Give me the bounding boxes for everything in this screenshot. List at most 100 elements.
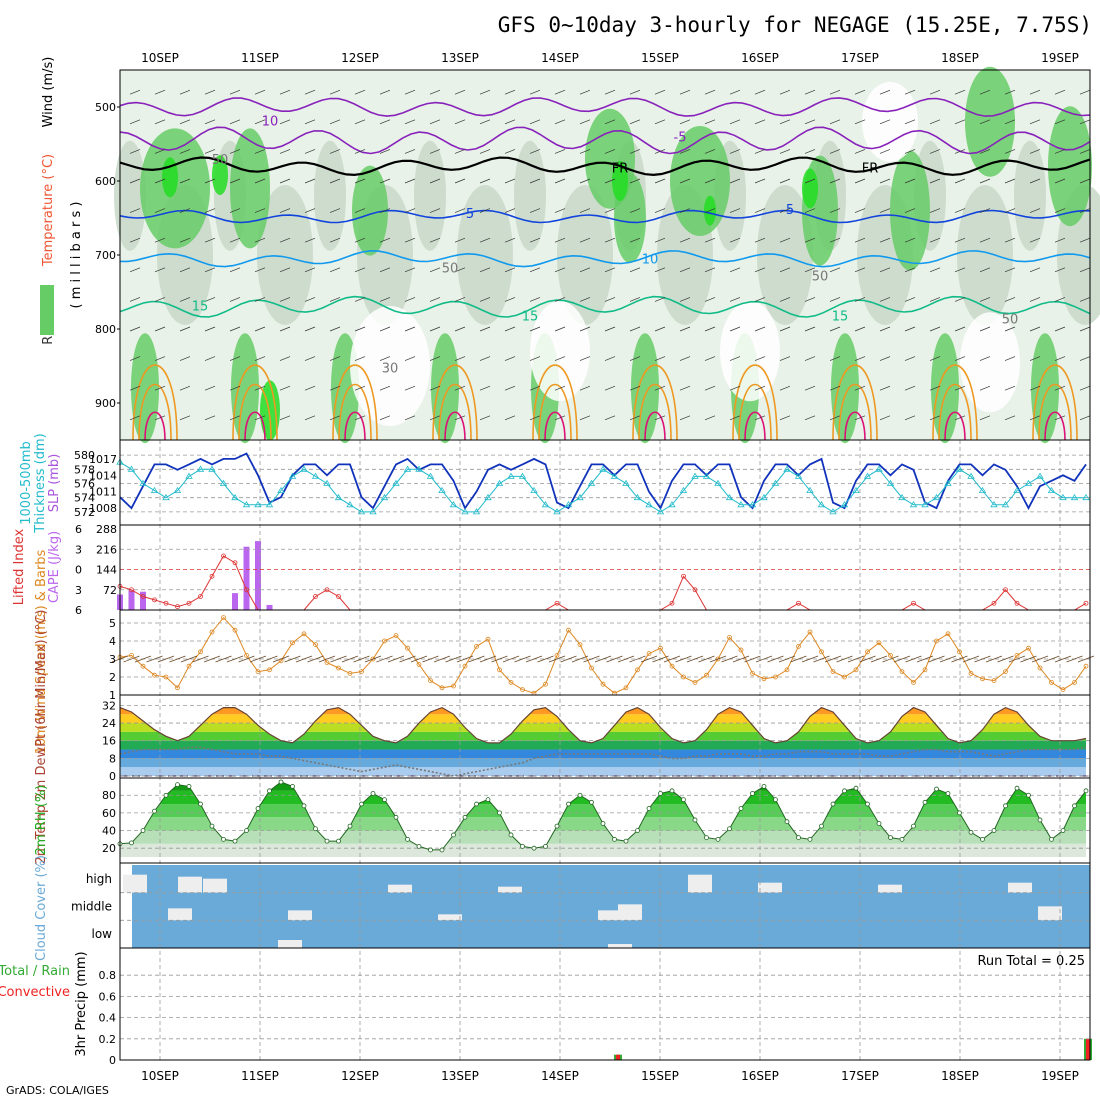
cape-bar [266,604,273,610]
upper-wind-barb [929,356,941,361]
wind-speed-marker [876,640,882,646]
upper-wind-barb [754,267,766,273]
cape-bar [243,546,250,610]
upper-wind-barb [729,326,741,332]
upper-wind-barb [779,356,791,361]
rh-marker [727,826,732,832]
thickness-marker [702,472,711,479]
upper-wind-barb [929,415,941,421]
upper-wind-barb [504,208,516,213]
wind-speed-marker [957,649,962,655]
upper-wind-barb [304,178,316,184]
rh-marker [968,829,974,835]
top-date-label: 15SEP [641,51,679,65]
cloud-gap [608,944,632,948]
surface-wind-barb [215,655,232,663]
surface-wind-barb [456,655,474,663]
upper-wind-barb [454,415,466,421]
upper-wind-barb [479,297,491,302]
thickness-marker [748,501,757,508]
boundary-layer-contour [738,383,772,441]
upper-wind-barb [804,208,816,213]
panel-frame-precip [119,947,1091,1061]
thickness-marker [449,501,458,508]
upper-wind-barb [154,415,166,421]
upper-wind-barb [154,178,166,184]
upper-wind-barb [354,326,366,332]
upper-wind-barb [929,149,941,154]
upper-wind-barb [454,237,466,243]
upper-wind-barb [629,267,641,273]
thickness-marker [334,493,343,501]
lifted-index-marker [186,600,192,606]
wind-speed-marker [508,680,514,685]
upper-wind-barb [604,178,616,184]
upper-wind-barb [829,178,841,184]
upper-wind-barb [654,297,666,302]
upper-wind-barb [429,149,441,154]
thickness-marker [392,479,400,486]
cloud-gap [203,878,227,893]
upper-wind-barb [1029,356,1041,361]
cloud-gap [438,914,462,921]
upper-wind-barb [679,297,691,302]
upper-wind-barb [629,326,641,332]
upper-wind-barb [129,267,141,273]
surface-wind-barb [755,655,773,663]
rh-contour-region [831,333,859,444]
upper-wind-barb [904,267,916,273]
upper-wind-barb [954,149,966,154]
precip-tick-label: 0.2 [99,1033,117,1046]
rh-marker [876,821,882,826]
chart-title: GFS 0~10day 3-hourly for NEGAGE (15.25E,… [498,13,1092,37]
upper-wind-barb [879,149,891,154]
upper-wind-barb [754,149,766,154]
upper-wind-barb [554,208,566,213]
temp-color-band [120,767,1086,776]
upper-wind-barb [854,326,866,332]
upper-wind-barb [904,89,916,95]
upper-wind-barb [279,385,291,391]
upper-wind-barb [379,178,391,184]
upper-wind-barb [654,178,666,184]
upper-wind-barb [804,149,816,154]
surface-wind-barb [594,655,612,663]
upper-wind-barb [904,385,916,391]
lines-layer [111,89,1095,853]
thickness-tick-label: 576 [74,478,95,491]
cloud-gap [498,886,522,893]
surface-wind-barb [962,655,980,663]
upper-wind-barb [904,356,916,361]
upper-wind-barb [179,89,191,95]
rh-marker [807,836,813,842]
upper-wind-barb [404,326,416,332]
boundary-layer-contour [1032,364,1078,441]
wind-speed-marker [911,680,916,685]
thickness-marker [507,472,515,479]
upper-wind-barb [454,208,466,213]
wind-speed-marker [830,669,836,674]
upper-wind-barb [604,326,616,332]
surface-wind-barb [824,655,842,663]
upper-wind-barb [1004,237,1016,243]
upper-wind-barb [404,297,416,302]
upper-wind-barb [779,297,791,302]
upper-wind-barb [804,415,816,421]
upper-wind-barb [354,89,366,95]
upper-wind-barb [129,208,141,213]
upper-wind-barb [504,356,516,361]
upper-wind-barb [729,385,741,391]
upper-wind-barb [454,356,466,361]
upper-wind-barb [204,326,216,332]
rh-marker [1083,788,1089,794]
upper-wind-barb [429,178,441,184]
thickness-marker [265,501,274,508]
cloud-gap [618,904,642,921]
surface-wind-barb [583,655,600,663]
surface-wind-barb [870,655,888,663]
lifted-index-marker [163,600,169,606]
upper-wind-barb [854,267,866,273]
surface-wind-barb [330,655,347,663]
upper-wind-barb [979,326,991,332]
thickness-marker [863,472,872,479]
